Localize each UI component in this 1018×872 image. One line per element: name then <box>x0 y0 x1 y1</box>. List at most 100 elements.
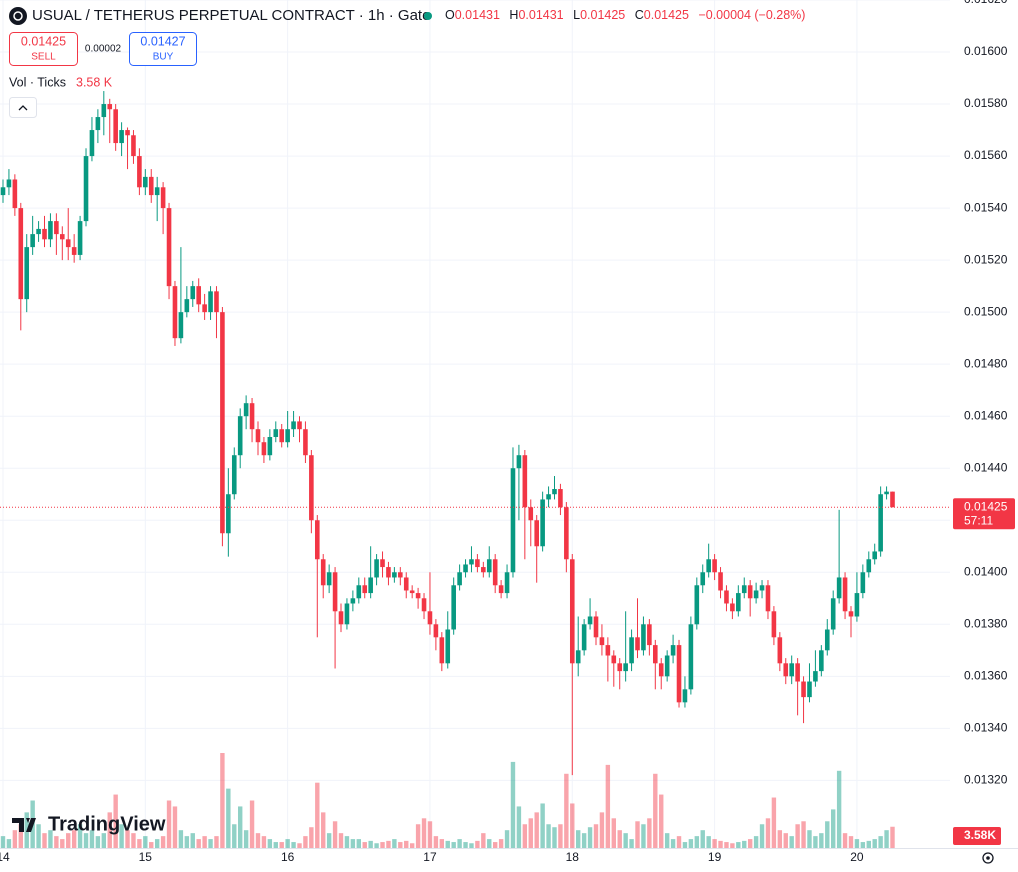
volume-bar <box>267 839 273 848</box>
buy-label[interactable]: BUY <box>153 52 174 63</box>
volume-bar <box>338 833 344 848</box>
buy-button[interactable]: 0.01427 BUY <box>129 32 197 66</box>
candle-body <box>255 429 261 443</box>
volume-bar <box>552 827 557 848</box>
watermark-text: TradingView <box>48 813 166 835</box>
collapse-icon[interactable] <box>18 105 28 111</box>
volume-bar <box>71 830 77 848</box>
candle-body <box>267 437 273 456</box>
candle-body <box>71 247 77 255</box>
candle-body <box>392 572 397 578</box>
collapse-box[interactable] <box>9 97 37 118</box>
volume-bar <box>291 842 296 848</box>
candle-body <box>231 455 237 495</box>
candle-body <box>148 176 154 196</box>
volume-bar <box>386 840 391 848</box>
volume-bar <box>457 839 462 848</box>
volume-bar <box>226 788 231 848</box>
volume-bar <box>611 818 616 848</box>
y-tick-label: 0.01600 <box>964 44 1008 58</box>
volume-bar <box>475 840 480 848</box>
candle-body <box>409 590 415 594</box>
candle-body <box>842 577 848 612</box>
volume-bar <box>433 836 439 848</box>
y-tick-label: 0.01400 <box>964 564 1008 578</box>
candle-body <box>190 286 196 300</box>
candle-body <box>89 130 95 157</box>
candle-body <box>860 572 866 594</box>
sell-price[interactable]: 0.01425 <box>21 34 66 48</box>
volume-bar <box>576 830 581 848</box>
buy-box[interactable] <box>129 32 197 66</box>
candle-body <box>558 489 563 508</box>
sell-button[interactable]: 0.01425 SELL <box>9 32 78 66</box>
volume-bar <box>854 839 860 848</box>
candle-body <box>676 645 682 703</box>
y-tick-label: 0.01580 <box>964 96 1008 110</box>
volume-bar <box>736 842 741 848</box>
candle-body <box>641 624 646 651</box>
volume-bar <box>344 836 350 848</box>
candle-body <box>297 421 302 430</box>
volume-bar <box>332 821 338 848</box>
volume-axis-label: 3.58K <box>964 828 996 842</box>
x-tick-label: 16 <box>281 850 295 864</box>
candle-body <box>178 312 184 339</box>
sell-label[interactable]: SELL <box>31 52 56 63</box>
candle-body <box>350 598 356 604</box>
ohlc-value: 0.01425 <box>580 8 625 22</box>
candle-body <box>445 629 451 664</box>
volume-bar <box>309 827 314 848</box>
candle-body <box>890 491 895 508</box>
volume-bar <box>487 839 492 848</box>
candle-body <box>783 663 789 677</box>
volume-bar <box>825 821 830 848</box>
volume-bar <box>890 826 895 848</box>
watermark: TradingView <box>12 813 166 835</box>
volume-bar <box>409 843 415 848</box>
volume-bar <box>783 833 788 848</box>
volume-bar <box>48 830 53 848</box>
volume-bar <box>232 824 237 848</box>
volume-bar <box>599 812 605 848</box>
settings-icon-dot[interactable] <box>986 856 990 860</box>
candle-body <box>866 559 872 573</box>
settings-icon[interactable] <box>982 852 994 864</box>
sell-box[interactable] <box>9 32 78 66</box>
volume-bar <box>214 836 219 848</box>
y-tick-label: 0.01380 <box>964 616 1008 630</box>
volume-bar <box>546 824 551 848</box>
volume-bar <box>759 824 765 848</box>
buy-price[interactable]: 0.01427 <box>140 34 185 48</box>
volume-bar <box>83 833 89 848</box>
volume-bar <box>119 824 124 848</box>
ohlc-value: 0.01431 <box>518 8 563 22</box>
candle-body <box>522 455 528 508</box>
candle-body <box>824 629 830 651</box>
candle-body <box>101 104 107 118</box>
candle-body <box>291 421 296 430</box>
collapse-button[interactable] <box>9 97 37 118</box>
candle-body <box>872 551 878 560</box>
candle-body <box>688 624 694 690</box>
candle-body <box>202 304 207 313</box>
settings-button[interactable] <box>982 852 994 864</box>
x-tick-label: 14 <box>0 850 10 864</box>
candle-body <box>77 221 83 255</box>
volume-bar <box>149 842 154 848</box>
candle-body <box>510 468 516 573</box>
candle-body <box>653 645 658 664</box>
volume-bar <box>42 833 47 848</box>
candle-body <box>475 559 480 568</box>
volume-bar <box>220 753 225 848</box>
candle-body <box>303 429 308 456</box>
candle-body <box>498 585 504 594</box>
volume-bar <box>836 770 842 848</box>
candle-body <box>285 429 290 443</box>
volume-bar <box>238 806 243 848</box>
volume-bar <box>623 833 628 848</box>
volume-bar <box>95 836 101 848</box>
candle-body <box>884 491 889 495</box>
volume-bar <box>516 806 522 848</box>
volume-bar <box>36 824 41 848</box>
